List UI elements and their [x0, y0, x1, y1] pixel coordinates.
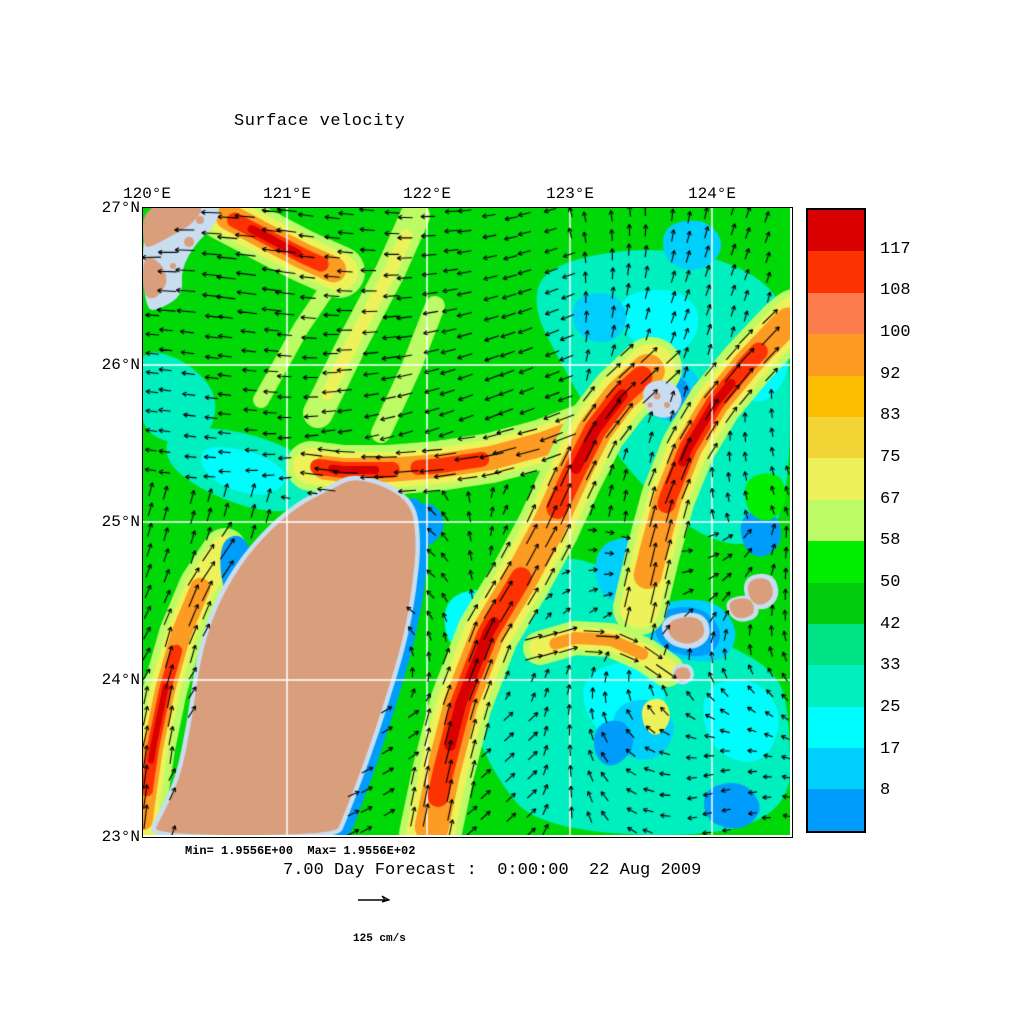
colorbar-segment [808, 251, 864, 293]
x-tick-label: 122°E [402, 185, 452, 203]
colorbar-segment [808, 416, 864, 459]
colorbar-tick-label: 58 [880, 531, 901, 551]
y-tick-label: 27°N [101, 199, 140, 217]
x-tick-label: 120°E [122, 185, 172, 203]
colorbar-tick-label: 92 [880, 364, 901, 384]
map-plot-area: 125 cm/s [142, 207, 793, 945]
y-tick-label: 24°N [101, 671, 140, 689]
forecast-caption: 7.00 Day Forecast : 0:00:00 22 Aug 2009 [283, 861, 702, 880]
reference-vector-arrow-icon [358, 895, 391, 903]
colorbar-tick-label: 83 [880, 406, 901, 426]
y-tick-label: 25°N [101, 513, 140, 531]
colorbar-tick-label: 8 [880, 781, 891, 801]
x-tick-label: 123°E [545, 185, 595, 203]
colorbar-segment [808, 748, 864, 790]
y-tick-label: 23°N [101, 828, 140, 846]
colorbar-segment [808, 789, 864, 831]
colorbar-tick-label: 67 [880, 489, 901, 509]
colorbar-segment [808, 292, 864, 335]
colorbar-segment [808, 375, 864, 417]
colorbar-segment [808, 706, 864, 749]
colorbar-tick-label: 50 [880, 573, 901, 592]
reference-vector-label: 125 cm/s [353, 933, 406, 945]
velocity-map-canvas [143, 208, 790, 835]
colorbar-tick-label: 108 [880, 281, 911, 301]
colorbar-segment [808, 623, 864, 666]
colorbar-segment [808, 334, 864, 376]
colorbar-segment [808, 582, 864, 624]
page-title: Surface velocity [234, 112, 406, 131]
colorbar-segment [808, 458, 864, 500]
colorbar [806, 208, 866, 833]
colorbar-tick-label: 75 [880, 448, 901, 467]
colorbar-segment [808, 665, 864, 707]
colorbar-segment [808, 499, 864, 542]
x-tick-label: 124°E [687, 185, 737, 203]
colorbar-segment [808, 541, 864, 583]
x-tick-label: 121°E [262, 185, 312, 203]
colorbar-tick-label: 17 [880, 739, 901, 759]
colorbar-segment [808, 210, 864, 252]
colorbar-tick-label: 33 [880, 656, 901, 676]
colorbar-tick-label: 117 [880, 239, 911, 259]
y-tick-label: 26°N [101, 356, 140, 374]
colorbar-tick-label: 100 [880, 323, 911, 342]
colorbar-tick-label: 25 [880, 698, 901, 717]
min-max-stats: Min= 1.9556E+00 Max= 1.9556E+02 [185, 844, 416, 858]
colorbar-tick-label: 42 [880, 614, 901, 634]
